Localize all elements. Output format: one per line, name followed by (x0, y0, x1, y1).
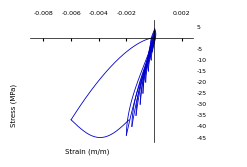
Y-axis label: Stress (MPa): Stress (MPa) (10, 84, 17, 127)
X-axis label: Strain (m/m): Strain (m/m) (64, 148, 109, 154)
